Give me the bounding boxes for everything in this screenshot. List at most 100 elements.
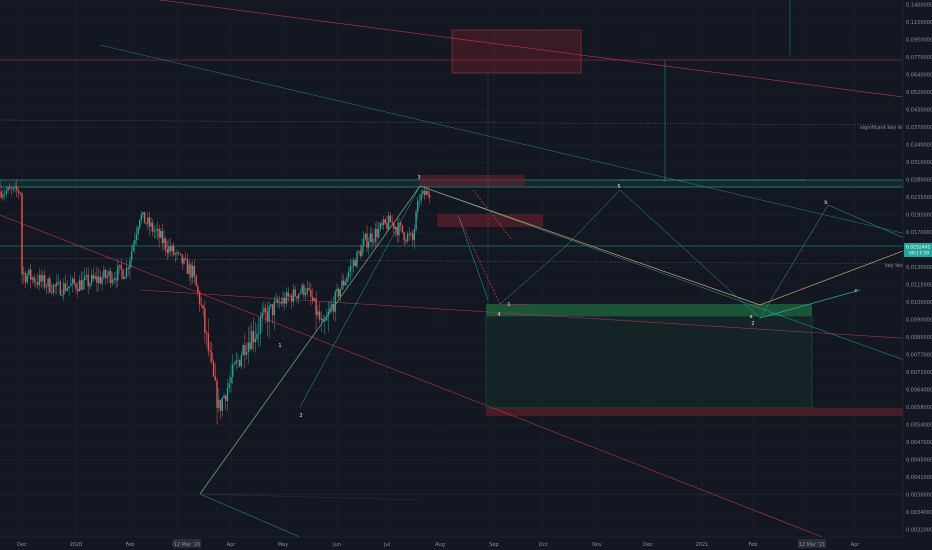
candle-body	[118, 264, 121, 266]
y-tick-label: 0.0950000	[906, 38, 932, 44]
correction-orange	[419, 185, 761, 306]
y-tick-label: 0.0034000	[906, 510, 932, 516]
price-axis[interactable]: 0.1400000 0.1150000 0.0950000 0.0770000 0.06…	[902, 0, 932, 550]
y-tick-label: 0.0032000	[906, 528, 932, 534]
candle-body	[30, 269, 32, 280]
y-tick-label: 0.1400000	[906, 3, 932, 9]
candle-body	[310, 289, 312, 297]
candle-body	[237, 360, 239, 361]
candle-body	[361, 245, 363, 257]
candle-body	[158, 228, 160, 238]
candle-body	[247, 342, 250, 353]
y-tick-label: 0.0047000	[906, 440, 932, 446]
wave-label: 2	[751, 321, 754, 327]
candle-body	[26, 275, 28, 283]
candle-body	[168, 246, 170, 253]
candle-body	[296, 296, 298, 299]
candle-body	[68, 286, 70, 289]
candle-body	[266, 311, 269, 322]
candle-body	[362, 238, 365, 246]
candle-body	[394, 226, 397, 230]
candle-body	[173, 246, 175, 255]
significant-key-level-label: significant key level	[860, 125, 910, 131]
candle-body	[103, 269, 105, 278]
candle-body	[418, 200, 421, 202]
candle-body	[161, 231, 164, 244]
candle-body	[166, 249, 168, 253]
wave-channel	[299, 185, 421, 408]
candle-body	[115, 278, 117, 281]
candle-body	[71, 278, 74, 284]
resistance-zone-2	[437, 214, 543, 227]
y-tick-label: 0.0280000	[906, 178, 932, 184]
candle-body	[153, 231, 156, 232]
candle-body	[89, 283, 91, 287]
candle-body	[59, 281, 62, 296]
y-tick-label: 0.0310000	[906, 160, 932, 166]
candle-body	[244, 345, 246, 355]
y-tick-label: 0.0100000	[906, 300, 932, 306]
candle-body	[273, 301, 276, 316]
candle-body	[21, 193, 23, 275]
candle-body	[324, 320, 326, 322]
candle-body	[31, 277, 34, 280]
x-tick-label: Apr	[227, 542, 237, 548]
candle-body	[249, 342, 251, 350]
candle-body	[202, 305, 204, 309]
candle-body	[150, 222, 152, 227]
candle-body	[96, 276, 98, 283]
candle-body	[134, 239, 136, 245]
candle-body	[379, 223, 382, 229]
y-tick-label: 0.0090000	[906, 318, 932, 324]
candle-body	[163, 238, 165, 244]
y-tick-label: 0.0071000	[906, 370, 932, 376]
x-tick-label: Feb	[749, 542, 758, 548]
candle-body	[127, 267, 129, 269]
candle-body	[391, 222, 393, 223]
candle-body	[28, 269, 30, 276]
x-tick-label: Oct	[539, 542, 548, 548]
candle-body	[156, 228, 159, 231]
y-tick-label: 0.0064000	[906, 388, 932, 394]
candle-body	[372, 241, 375, 243]
x-tick-label: Apr	[851, 542, 861, 548]
candle-body	[388, 215, 390, 230]
candle-body	[422, 190, 424, 194]
candle-body	[311, 296, 314, 301]
time-axis-bg	[0, 537, 903, 550]
candle-body	[42, 275, 44, 282]
current-price-countdown: 09:17:20	[909, 251, 929, 257]
candle-body	[200, 304, 203, 306]
candle-body	[0, 191, 2, 198]
candle-body	[313, 298, 316, 301]
candle-body	[347, 271, 350, 278]
x-tick-label: May	[278, 542, 288, 548]
candle-body	[56, 282, 58, 287]
candle-body	[143, 212, 146, 224]
candle-body	[66, 288, 68, 291]
candle-body	[183, 258, 185, 264]
candle-body	[371, 233, 373, 243]
candle-body	[106, 275, 109, 278]
time-axis[interactable]: Dec2020FebMarAprMayJunJulAugSepOctNovDec…	[0, 536, 903, 550]
candle-body	[113, 278, 116, 280]
candle-body	[190, 264, 192, 278]
candle-body	[204, 308, 206, 333]
candle-body	[92, 274, 95, 279]
significant-key-level	[0, 119, 904, 126]
candle-body	[78, 280, 81, 292]
candle-body	[85, 274, 88, 277]
y-tick-label: 0.1150000	[906, 20, 932, 26]
candle-body	[417, 201, 419, 212]
candle-body	[209, 350, 211, 353]
candle-body	[130, 251, 133, 261]
candle-body	[315, 298, 317, 316]
current-price-value: 0.0252441	[906, 245, 930, 251]
candle-body	[256, 333, 258, 339]
y-tick-label: 0.0430000	[906, 108, 932, 114]
candle-body	[38, 274, 41, 285]
candle-body	[228, 383, 230, 388]
candle-body	[54, 284, 56, 287]
